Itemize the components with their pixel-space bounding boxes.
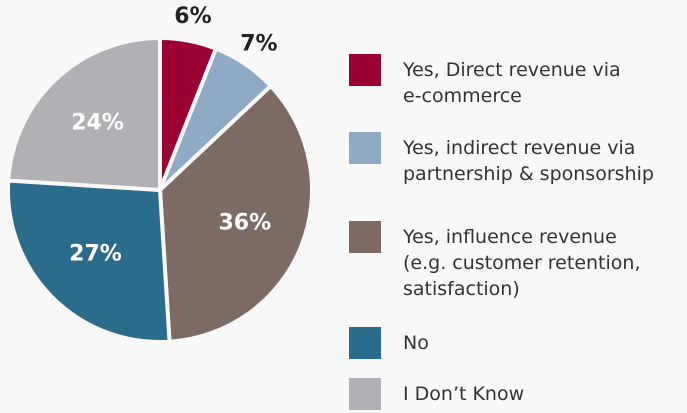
pie-slice <box>157 83 314 344</box>
pie: 6% 7% 36% 27% 24% <box>6 4 314 344</box>
legend-label: Yes, Direct revenue via e-commerce <box>403 59 621 107</box>
legend-item: Yes, indirect revenue via partnership & … <box>349 132 654 187</box>
slice-label: 24% <box>71 111 124 136</box>
legend-label: Yes, indirect revenue via partnership & … <box>403 137 654 185</box>
legend-swatch <box>349 221 381 253</box>
legend-swatch <box>349 132 381 164</box>
legend-swatch <box>349 378 381 410</box>
legend-item: Yes, influence revenue (e.g. customer re… <box>349 221 641 302</box>
slice-label: 7% <box>240 31 277 56</box>
pie-slice <box>6 35 162 193</box>
legend-swatch <box>349 54 381 86</box>
legend-item: Yes, Direct revenue via e-commerce <box>349 54 621 109</box>
pie-slice <box>6 178 172 344</box>
legend-label: No <box>403 332 429 354</box>
slice-label: 6% <box>174 4 211 29</box>
slice-label: 36% <box>218 211 271 236</box>
legend-label: I Don’t Know <box>403 383 525 405</box>
legend-item: I Don’t Know <box>349 378 524 410</box>
legend-item: No <box>349 327 429 359</box>
slice-label: 27% <box>69 241 122 266</box>
legend-label: Yes, influence revenue (e.g. customer re… <box>403 226 641 300</box>
legend-swatch <box>349 327 381 359</box>
